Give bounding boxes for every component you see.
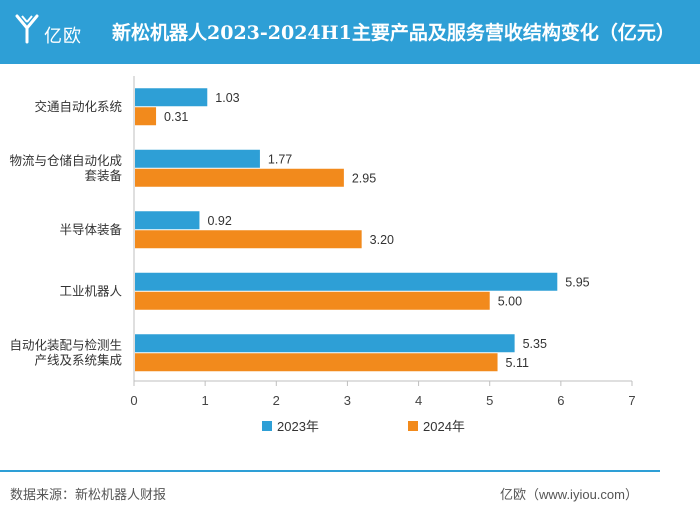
data-label: 2.95 xyxy=(352,171,376,185)
data-label: 0.31 xyxy=(164,110,188,124)
site-credit: 亿欧（www.iyiou.com） xyxy=(500,487,638,502)
legend-label: 2024年 xyxy=(423,419,465,434)
bar-2023 xyxy=(135,149,260,168)
category-label: 工业机器人 xyxy=(59,284,122,298)
x-tick-label: 4 xyxy=(415,393,422,408)
logo-mark-icon xyxy=(15,14,39,44)
data-source: 数据来源：新松机器人财报 xyxy=(10,487,167,502)
x-tick-label: 2 xyxy=(273,393,280,408)
data-label: 5.95 xyxy=(565,275,589,289)
brand-logo: 亿欧 xyxy=(14,12,104,52)
bar-2024 xyxy=(135,107,157,126)
category-label: 产线及系统集成 xyxy=(34,352,122,367)
bar-2023 xyxy=(135,272,558,291)
chart-title: 新松机器人2023-2024H1主要产品及服务营收结构变化（亿元） xyxy=(112,22,675,44)
bar-2024 xyxy=(135,353,498,372)
category-label: 物流与仓储自动化成 xyxy=(9,153,122,168)
x-tick-label: 3 xyxy=(344,393,351,408)
footer-divider xyxy=(0,470,660,472)
header-banner: 亿欧 新松机器人2023-2024H1主要产品及服务营收结构变化（亿元） xyxy=(0,0,700,64)
x-tick-label: 5 xyxy=(486,393,493,408)
data-label: 0.92 xyxy=(207,214,231,228)
bar-2024 xyxy=(135,230,362,249)
data-label: 5.35 xyxy=(523,337,547,351)
x-tick-label: 7 xyxy=(628,393,635,408)
data-label: 1.77 xyxy=(268,152,292,166)
bar-2024 xyxy=(135,291,490,310)
bar-2023 xyxy=(135,334,515,353)
x-tick-label: 0 xyxy=(130,393,137,408)
category-label: 套装备 xyxy=(84,168,122,183)
legend-swatch xyxy=(262,421,272,431)
data-label: 5.00 xyxy=(498,294,522,308)
data-label: 1.03 xyxy=(215,91,239,105)
data-label: 5.11 xyxy=(506,356,529,370)
logo-text: 亿欧 xyxy=(44,26,82,46)
category-label: 自动化装配与检测生 xyxy=(9,337,122,352)
bar-2024 xyxy=(135,168,344,187)
legend-swatch xyxy=(408,421,418,431)
bar-2023 xyxy=(135,88,208,107)
bar-2023 xyxy=(135,211,200,230)
legend-label: 2023年 xyxy=(277,419,319,434)
x-tick-label: 6 xyxy=(557,393,564,408)
data-label: 3.20 xyxy=(370,233,394,247)
x-tick-label: 1 xyxy=(202,393,209,408)
category-label: 半导体装备 xyxy=(59,223,122,237)
category-label: 交通自动化系统 xyxy=(34,99,122,114)
